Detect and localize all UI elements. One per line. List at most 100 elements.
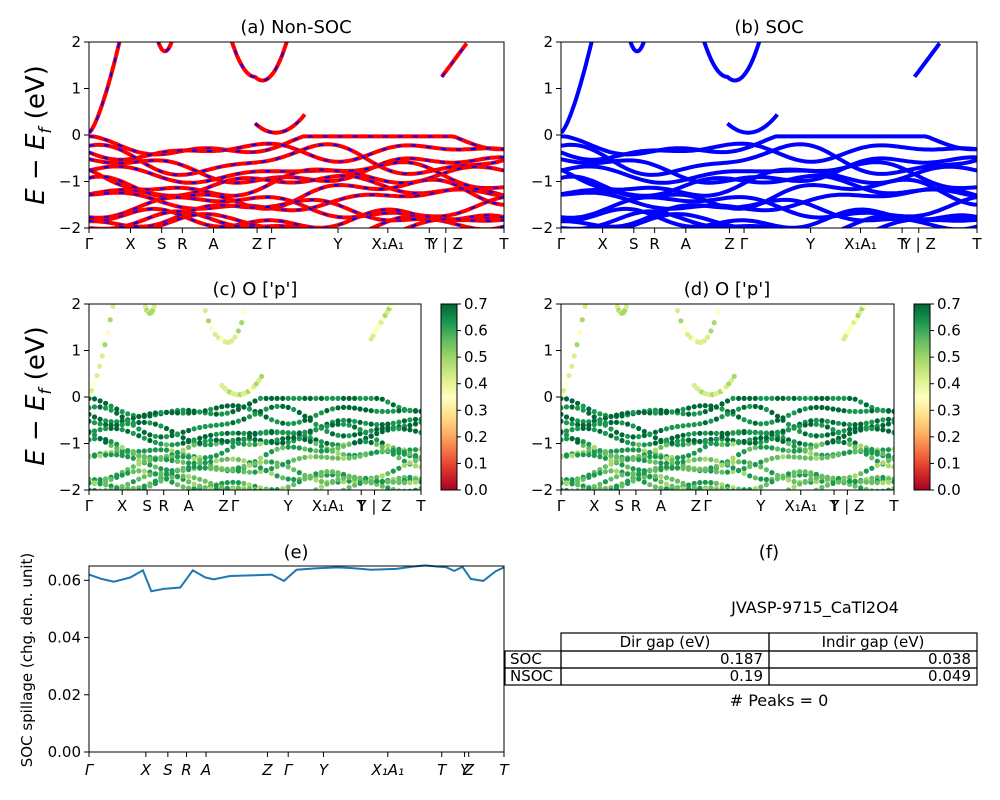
band-point [847,449,853,455]
band-point [263,414,269,420]
colorbar-label: 0.2 [464,428,488,446]
band-point [291,444,297,450]
band-point [191,460,197,466]
xtick-label: T [897,235,908,253]
band-point [246,462,253,468]
band-point [763,457,770,463]
band-point [763,395,770,401]
xtick-label: Y | Z [829,497,864,515]
band-point [874,426,880,432]
band-point [752,403,758,409]
xtick-label: A [200,761,211,779]
band-point [213,452,219,459]
band-point [563,436,570,442]
band-point [302,436,308,443]
band-point [680,459,686,465]
band-point [202,423,208,430]
band-point [725,488,730,490]
band-point [119,484,125,490]
band-point [114,406,120,412]
band-point [874,449,880,455]
band-point [808,490,813,495]
band-point [285,464,291,470]
band-point [880,480,886,486]
colorbar-label: 0.1 [464,454,488,472]
band-point [813,421,819,427]
band-point [407,447,413,453]
band-point [628,284,633,289]
band-point [841,408,847,414]
xtick-label: T [498,235,509,253]
band-point [719,406,725,412]
band-point [368,433,374,439]
band-point [297,498,302,503]
band-point [202,434,208,440]
band-point [586,452,592,458]
band-point [763,476,770,483]
band-point [625,480,631,487]
band-point [103,400,109,406]
band-point [224,485,230,490]
band-point [363,430,369,436]
band-point [597,481,603,487]
band-point [107,317,113,323]
band-point [863,447,869,453]
svg-text:E − Ef (eV): E − Ef (eV) [21,326,56,466]
band-point [741,438,747,444]
band-point [724,398,731,404]
band-point [374,395,380,401]
band-point [269,492,274,497]
band-point [627,292,632,297]
band-point [858,421,864,427]
band-point [335,395,341,401]
band-point [340,487,347,490]
band-point [730,408,736,415]
band-point [742,490,747,495]
band-point [208,459,214,465]
xtick-label: X [140,761,152,779]
band-point [641,410,647,416]
band-point [802,395,808,401]
band-point [785,448,792,454]
colorbar-d: 0.7 0.6 0.5 0.4 0.3 0.2 0.1 0.0 [913,295,961,499]
band-point [147,472,153,478]
band-point [841,421,847,427]
band-point [257,485,264,490]
band-point [619,447,625,453]
band-point [602,430,609,436]
band-point [869,465,875,471]
xtick-label: X₁A₁ [844,235,877,253]
band-point [669,483,675,489]
band-point [108,419,114,425]
band-point [785,477,792,483]
band-point [186,479,192,485]
band-point [752,429,758,435]
col-header-dir-gap: Dir gap (eV) [620,633,711,651]
band-point [208,442,214,448]
band-point [741,470,747,477]
band-point [275,492,280,497]
colorbar-label: 0.0 [464,481,488,499]
band-point [724,441,731,447]
band-point [390,420,396,426]
band-point [752,436,758,442]
band-point [808,405,814,411]
band-point [852,483,858,489]
band-point [841,395,847,401]
band-point [575,482,581,488]
band-point [808,395,814,401]
band-point [302,417,308,423]
band-point [691,411,697,417]
band-point [731,373,737,379]
band-point [241,480,247,486]
band-point [307,428,313,434]
band-point [147,483,153,489]
band-point [813,487,819,490]
band-point [208,466,214,472]
band-point [296,395,302,401]
band-point [313,395,319,401]
band-point [418,464,421,470]
band-point [763,406,770,413]
band-point [591,414,597,420]
